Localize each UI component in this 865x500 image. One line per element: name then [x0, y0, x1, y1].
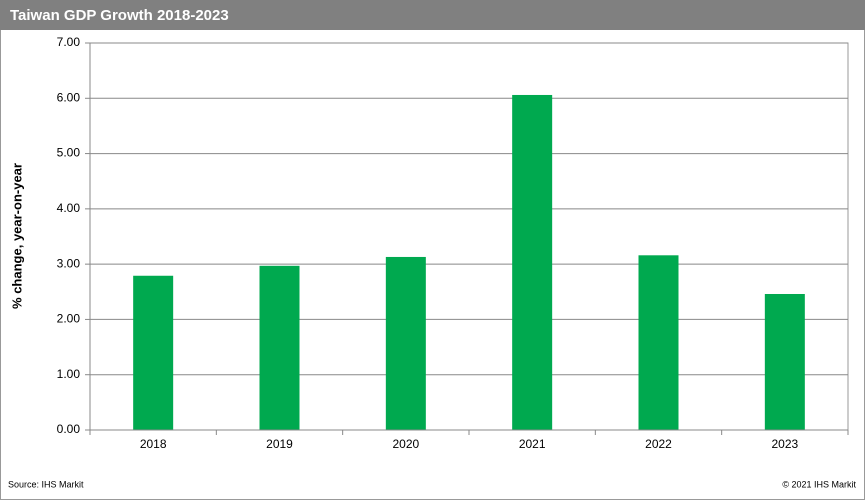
bar: [385, 256, 426, 430]
y-tick-label: 5.00: [57, 146, 81, 160]
y-tick-label: 7.00: [57, 35, 81, 49]
title-bar: [0, 0, 865, 30]
x-tick-label: 2018: [140, 437, 167, 451]
bar: [259, 265, 300, 430]
x-tick-label: 2019: [266, 437, 293, 451]
source: Source: IHS Markit: [8, 479, 84, 489]
bar: [638, 255, 679, 430]
x-tick-label: 2021: [519, 437, 546, 451]
y-tick-label: 1.00: [57, 367, 81, 381]
copyright: © 2021 IHS Markit: [782, 479, 856, 489]
bar: [764, 293, 805, 430]
y-axis-title: % change, year-on-year: [9, 163, 24, 309]
x-tick-label: 2022: [645, 437, 672, 451]
y-tick-label: 6.00: [57, 90, 81, 104]
y-tick-label: 0.00: [57, 422, 81, 436]
bar: [133, 275, 174, 430]
y-tick-label: 4.00: [57, 201, 81, 215]
x-tick-label: 2023: [771, 437, 798, 451]
bar: [512, 94, 553, 431]
x-tick-label: 2020: [392, 437, 419, 451]
y-tick-label: 3.00: [57, 256, 81, 270]
y-tick-label: 2.00: [57, 312, 81, 326]
chart-title: Taiwan GDP Growth 2018-2023: [10, 7, 229, 24]
